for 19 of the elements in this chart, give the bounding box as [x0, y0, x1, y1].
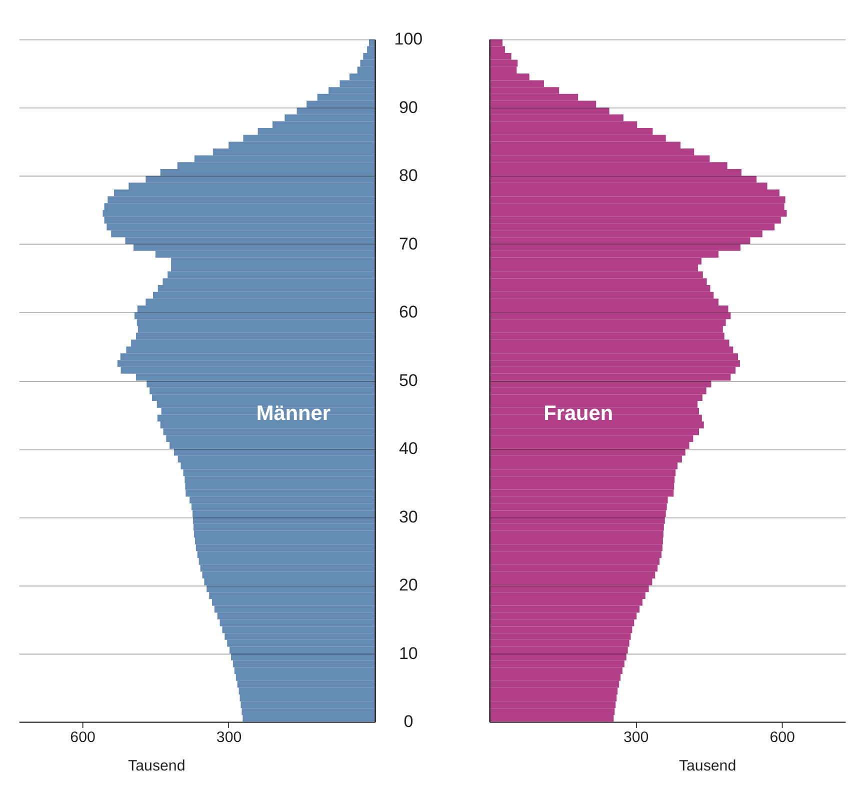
x-axis-title: Tausend — [128, 758, 186, 775]
y-tick-label: 30 — [398, 507, 418, 526]
y-tick-label: 100 — [394, 30, 423, 49]
y-tick-label: 0 — [404, 712, 414, 732]
y-tick-label: 10 — [398, 644, 418, 663]
x-tick-label: 300 — [216, 729, 242, 746]
series-label: Männer — [256, 402, 330, 425]
x-axis-title: Tausend — [678, 758, 736, 775]
series-label: Frauen — [544, 402, 614, 425]
y-tick-label: 40 — [398, 439, 418, 458]
y-tick-label: 20 — [398, 576, 418, 595]
y-tick-label: 50 — [398, 370, 418, 390]
x-tick-label: 600 — [770, 729, 795, 746]
y-tick-label: 90 — [398, 98, 418, 117]
y-tick-label: 80 — [398, 166, 418, 186]
y-tick-label: 70 — [398, 234, 418, 254]
x-tick-label: 300 — [623, 729, 649, 746]
y-tick-label: 60 — [398, 302, 418, 322]
x-tick-label: 600 — [70, 729, 96, 746]
